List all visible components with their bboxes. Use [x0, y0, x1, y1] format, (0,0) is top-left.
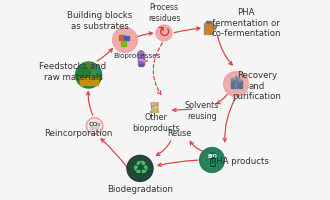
Text: BIO: BIO — [207, 154, 217, 158]
Bar — [214, 25, 216, 27]
Bar — [231, 80, 234, 88]
Circle shape — [86, 118, 103, 134]
Text: Feedstocks and
raw materials: Feedstocks and raw materials — [40, 62, 107, 82]
Bar — [139, 59, 144, 60]
Text: Biodegradation: Biodegradation — [107, 184, 173, 194]
Circle shape — [235, 76, 237, 79]
Circle shape — [155, 104, 157, 106]
Circle shape — [81, 63, 97, 79]
Text: ↻: ↻ — [158, 25, 170, 40]
Bar — [80, 65, 98, 73]
Circle shape — [224, 72, 248, 96]
Circle shape — [79, 67, 90, 79]
Bar — [121, 41, 126, 46]
Bar — [204, 23, 214, 34]
Circle shape — [231, 78, 234, 81]
Text: Building blocks
as substrates: Building blocks as substrates — [67, 11, 133, 31]
Bar — [214, 27, 215, 29]
Circle shape — [138, 51, 144, 57]
Bar — [138, 54, 144, 65]
Bar — [139, 64, 143, 66]
Bar — [151, 108, 158, 112]
Text: Recovery
and
purification: Recovery and purification — [233, 71, 281, 101]
Bar — [80, 78, 98, 85]
Bar — [124, 36, 129, 40]
Bar — [235, 78, 238, 88]
Circle shape — [200, 148, 224, 172]
Text: ♻: ♻ — [131, 159, 149, 178]
Text: PHA
fermentation or
co-fermentation: PHA fermentation or co-fermentation — [211, 8, 281, 38]
Circle shape — [95, 126, 99, 130]
Text: Solvents
reusing: Solvents reusing — [185, 101, 219, 121]
Polygon shape — [150, 103, 159, 112]
Circle shape — [88, 119, 101, 133]
Text: Other
bioproducts: Other bioproducts — [132, 113, 180, 133]
Bar — [211, 152, 214, 156]
Text: Bioprocesses: Bioprocesses — [113, 53, 161, 59]
Text: CO₂: CO₂ — [88, 121, 101, 127]
Text: Process
residues: Process residues — [148, 3, 180, 23]
Circle shape — [91, 126, 94, 130]
Circle shape — [127, 155, 153, 181]
Circle shape — [76, 62, 102, 88]
Circle shape — [113, 28, 137, 52]
Circle shape — [152, 105, 154, 107]
Text: PHA products: PHA products — [211, 156, 269, 166]
Bar — [206, 21, 211, 23]
Text: Reincorporation: Reincorporation — [45, 129, 113, 138]
Bar — [208, 156, 216, 167]
Bar — [238, 81, 242, 88]
Circle shape — [239, 79, 241, 82]
Text: Reuse: Reuse — [167, 130, 191, 138]
Text: 🌿: 🌿 — [209, 156, 215, 166]
Circle shape — [156, 25, 172, 41]
Bar — [119, 35, 124, 40]
Bar — [205, 24, 212, 33]
